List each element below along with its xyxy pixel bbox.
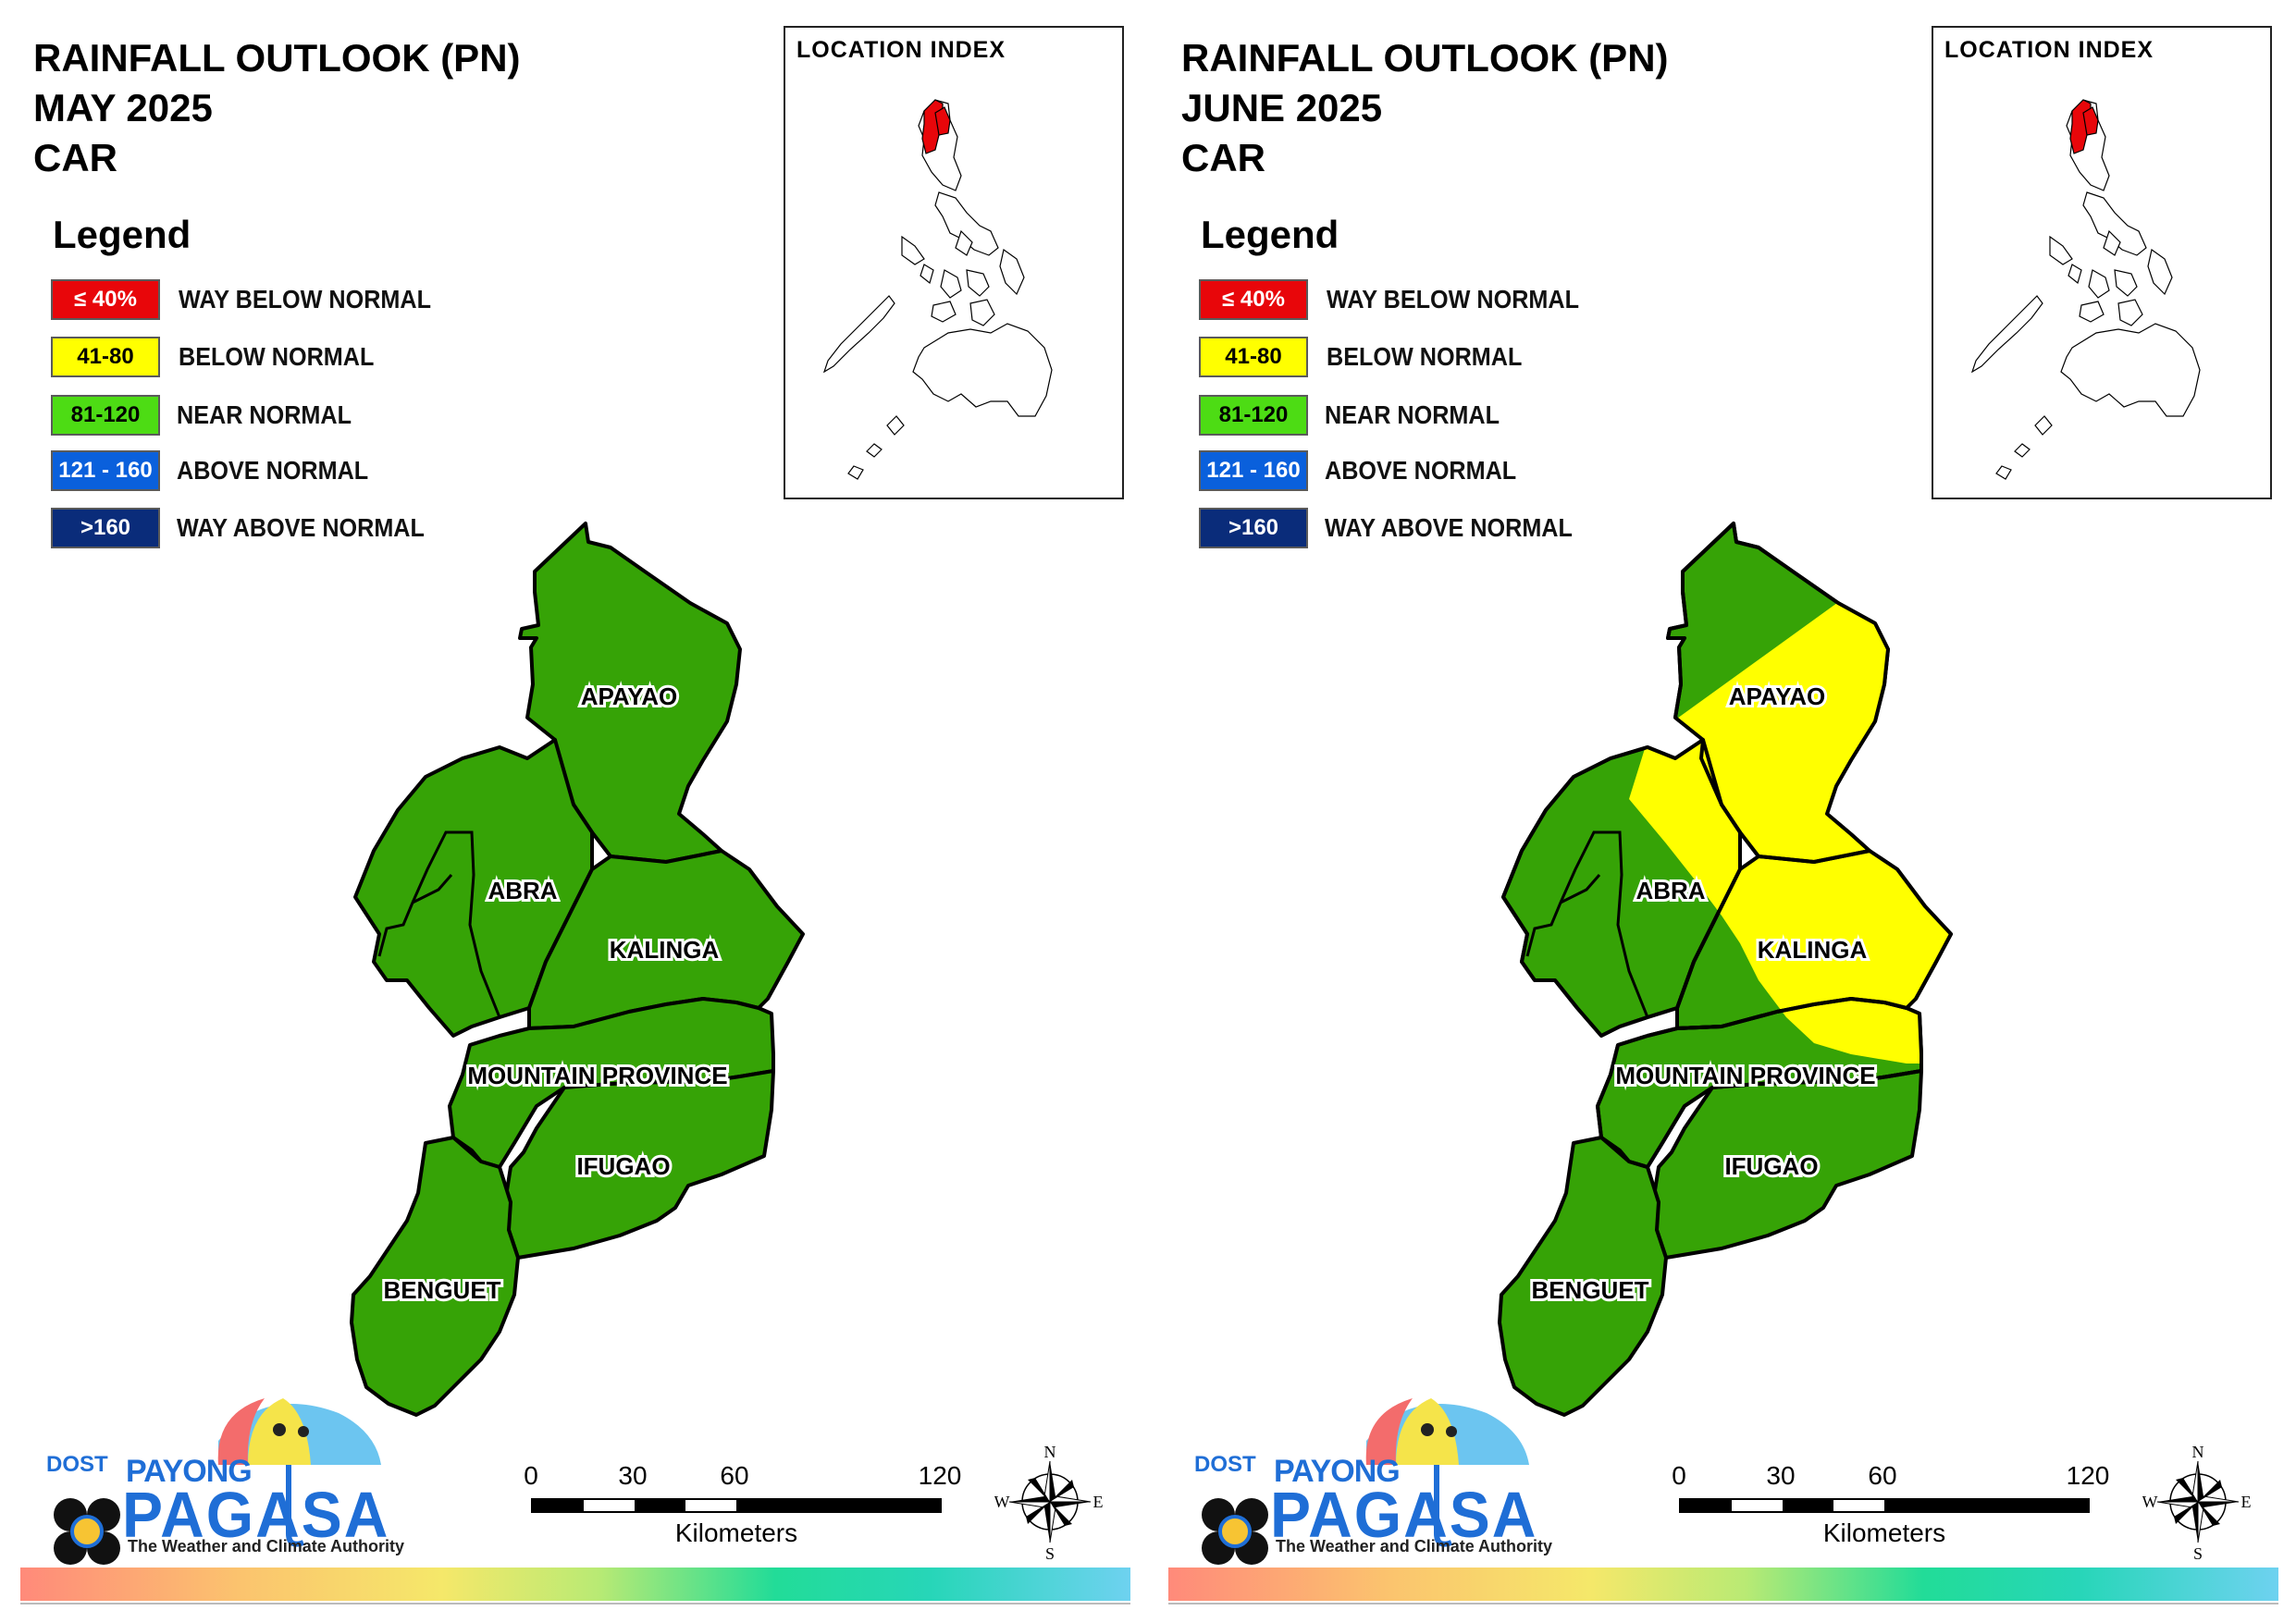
- label-kalinga: KALINGA: [1758, 936, 1868, 964]
- label-ifugao: IFUGAO: [1724, 1152, 1818, 1180]
- location-index-inset: LOCATION INDEX: [784, 26, 1124, 499]
- scale-unit: Kilometers: [674, 1518, 798, 1547]
- legend-swatch: 81-120: [1199, 395, 1308, 436]
- car-province-map: APAYAO ABRA KALINGA MOUNTAIN PROVINCE IF…: [350, 522, 805, 1417]
- north-arrow-compass-icon: N S W E: [994, 1441, 1105, 1563]
- legend-swatch: ≤ 40%: [1199, 279, 1308, 320]
- svg-text:N: N: [2192, 1443, 2204, 1461]
- province-benguet: [1498, 1136, 1668, 1417]
- logo-dost-text: DOST: [1194, 1452, 1256, 1477]
- svg-text:W: W: [2142, 1493, 2158, 1511]
- map-panel-june: RAINFALL OUTLOOK (PN) JUNE 2025 CAR Lege…: [1148, 0, 2296, 1623]
- label-mountain-province: MOUNTAIN PROVINCE: [467, 1062, 727, 1089]
- map-panel-may: RAINFALL OUTLOOK (PN) MAY 2025 CAR Legen…: [20, 26, 1130, 1605]
- title-line-1: RAINFALL OUTLOOK (PN): [33, 36, 521, 80]
- scale-tick: 120: [918, 1461, 962, 1490]
- payong-pagasa-logo: DOST PAYONG PAGASA The Weather and Clima…: [1181, 1385, 1570, 1566]
- brand-gradient-bar: [20, 1568, 1130, 1601]
- philippines-outline-map: [822, 99, 1053, 480]
- scale-tick: 120: [2066, 1461, 2110, 1490]
- scale-tick: 0: [524, 1461, 538, 1490]
- philippines-outline-map: [1970, 99, 2201, 480]
- label-ifugao: IFUGAO: [576, 1152, 670, 1180]
- legend-label: NEAR NORMAL: [1325, 400, 1500, 429]
- legend-label: BELOW NORMAL: [179, 342, 375, 371]
- scale-tick: 0: [1672, 1461, 1686, 1490]
- legend-label: ABOVE NORMAL: [1325, 456, 1517, 485]
- svg-text:W: W: [994, 1493, 1010, 1511]
- legend-swatch: 41-80: [1199, 337, 1308, 377]
- scale-tick: 60: [1868, 1461, 1897, 1490]
- legend-swatch: 121 - 160: [1199, 450, 1308, 491]
- title-line-1: RAINFALL OUTLOOK (PN): [1181, 36, 1669, 80]
- label-apayao: APAYAO: [581, 682, 678, 710]
- location-index-inset: LOCATION INDEX: [1932, 26, 2272, 499]
- divider: [20, 1603, 1130, 1605]
- label-abra: ABRA: [488, 877, 557, 904]
- logo-dost-text: DOST: [46, 1452, 108, 1477]
- legend-swatch: ≤ 40%: [51, 279, 160, 320]
- label-benguet: BENGUET: [1531, 1276, 1648, 1304]
- logo-tagline: The Weather and Climate Authority: [128, 1537, 405, 1555]
- logo-pagasa-text: PAGASA: [122, 1479, 390, 1551]
- scale-tick: 30: [1766, 1461, 1796, 1490]
- svg-text:S: S: [2193, 1544, 2203, 1561]
- scale-unit: Kilometers: [1822, 1518, 1946, 1547]
- north-arrow-compass-icon: N S W E: [2142, 1441, 2253, 1563]
- scale-bar: 0 30 60 120 Kilometers: [1666, 1461, 2147, 1563]
- svg-text:E: E: [1093, 1493, 1104, 1511]
- label-mountain-province: MOUNTAIN PROVINCE: [1615, 1062, 1875, 1089]
- scale-tick: 60: [720, 1461, 749, 1490]
- logo-umbrella-graphic: [54, 1398, 381, 1565]
- svg-text:S: S: [1045, 1544, 1055, 1561]
- title-line-2: JUNE 2025: [1181, 86, 1383, 129]
- map-title: RAINFALL OUTLOOK (PN) MAY 2025 CAR: [33, 33, 521, 183]
- divider: [1168, 1603, 2278, 1605]
- province-benguet: [350, 1136, 520, 1417]
- legend-label: WAY ABOVE NORMAL: [1325, 513, 1573, 542]
- label-apayao: APAYAO: [1729, 682, 1826, 710]
- label-abra: ABRA: [1636, 877, 1705, 904]
- inset-title: LOCATION INDEX: [1944, 37, 2154, 63]
- logo-payong-text: PAYONG: [1274, 1454, 1401, 1489]
- svg-text:E: E: [2241, 1493, 2252, 1511]
- label-kalinga: KALINGA: [610, 936, 720, 964]
- legend-label: ABOVE NORMAL: [177, 456, 369, 485]
- label-benguet: BENGUET: [383, 1276, 500, 1304]
- map-title: RAINFALL OUTLOOK (PN) JUNE 2025 CAR: [1181, 33, 1669, 183]
- inset-title: LOCATION INDEX: [796, 37, 1006, 63]
- title-line-3: CAR: [1181, 136, 1265, 179]
- scale-bar: 0 30 60 120 Kilometers: [518, 1461, 999, 1563]
- legend-title: Legend: [1201, 213, 1339, 256]
- legend-title: Legend: [53, 213, 191, 256]
- legend-swatch: 41-80: [51, 337, 160, 377]
- legend-swatch: >160: [51, 508, 160, 548]
- title-line-3: CAR: [33, 136, 117, 179]
- title-line-2: MAY 2025: [33, 86, 213, 129]
- province-ifugao: [503, 1069, 775, 1260]
- scale-bar-graphic: [531, 1498, 942, 1513]
- logo-pagasa-text: PAGASA: [1270, 1479, 1538, 1551]
- legend-swatch: 81-120: [51, 395, 160, 436]
- legend-label: BELOW NORMAL: [1327, 342, 1523, 371]
- scale-bar-graphic: [1679, 1498, 2090, 1513]
- payong-pagasa-logo: DOST PAYONG PAGASA The Weather and Clima…: [33, 1385, 422, 1566]
- legend-swatch: 121 - 160: [51, 450, 160, 491]
- svg-text:N: N: [1044, 1443, 1056, 1461]
- legend-label: WAY BELOW NORMAL: [1327, 285, 1580, 314]
- logo-tagline: The Weather and Climate Authority: [1276, 1537, 1553, 1555]
- logo-umbrella-graphic: [1202, 1398, 1529, 1565]
- car-province-map: APAYAO ABRA KALINGA MOUNTAIN PROVINCE IF…: [1498, 522, 1953, 1417]
- scale-tick: 30: [618, 1461, 648, 1490]
- brand-gradient-bar: [1168, 1568, 2278, 1601]
- legend-label: WAY BELOW NORMAL: [179, 285, 432, 314]
- logo-payong-text: PAYONG: [126, 1454, 253, 1489]
- legend-label: WAY ABOVE NORMAL: [177, 513, 425, 542]
- legend-swatch: >160: [1199, 508, 1308, 548]
- legend-label: NEAR NORMAL: [177, 400, 352, 429]
